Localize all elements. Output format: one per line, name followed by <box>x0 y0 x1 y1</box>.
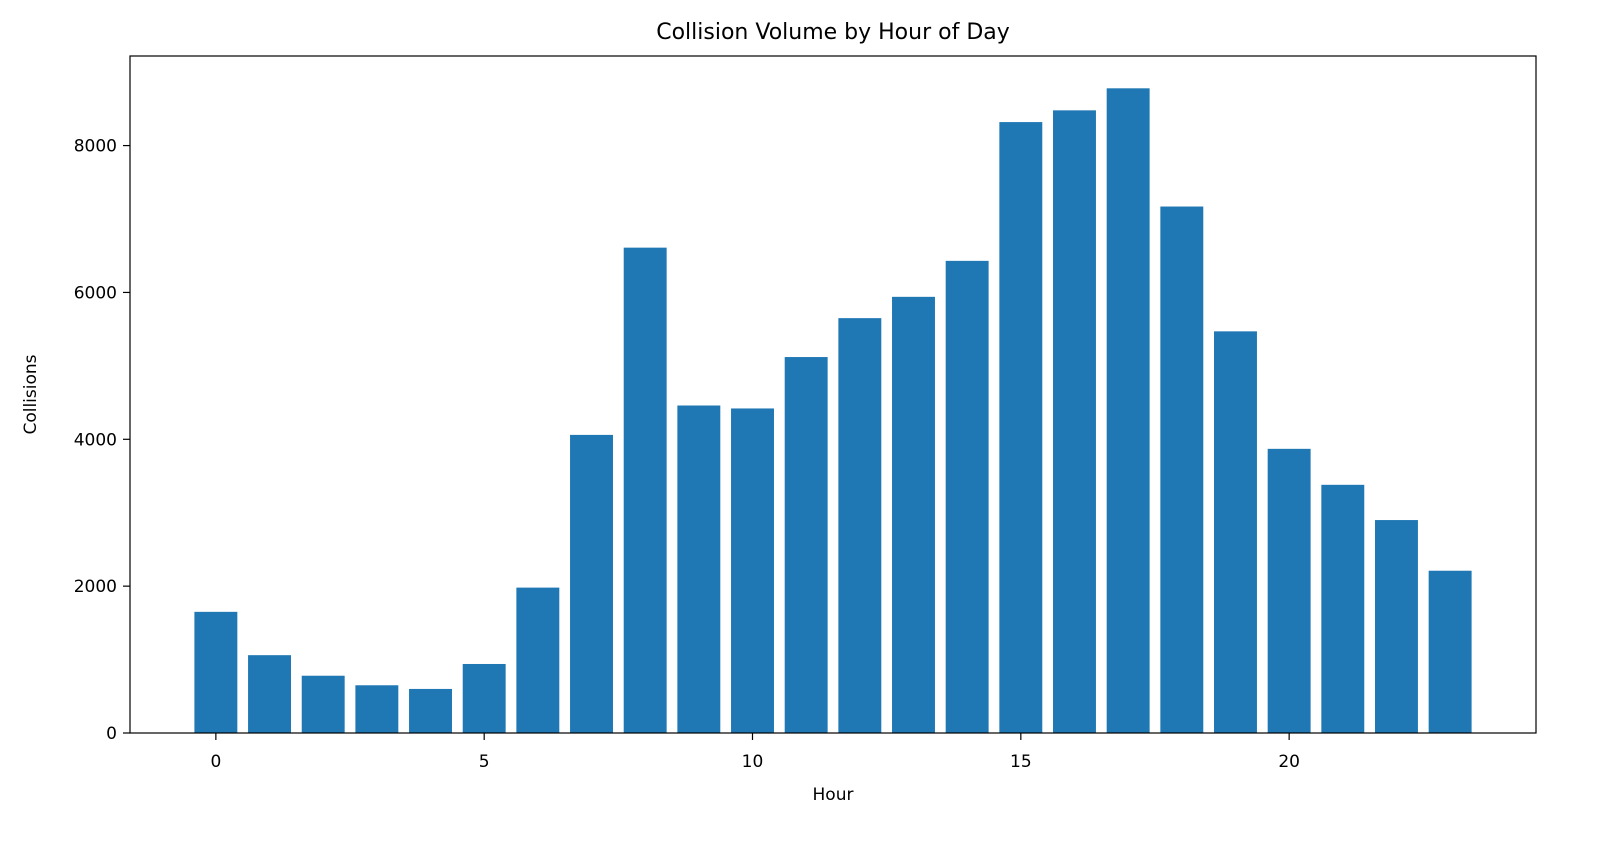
bar-hour-0 <box>194 611 238 733</box>
x-tick-label: 15 <box>1010 752 1032 772</box>
bar-hour-13 <box>892 296 935 733</box>
x-tick-label: 5 <box>479 752 490 772</box>
y-tick-label: 6000 <box>74 283 117 303</box>
bar-hour-6 <box>516 587 560 733</box>
chart-title: Collision Volume by Hour of Day <box>656 20 1010 45</box>
bar-hour-5 <box>462 663 506 733</box>
y-axis-label: Collisions <box>21 354 41 434</box>
x-tick-label: 0 <box>210 752 221 772</box>
x-ticks-layer: 0 5 10 15 20 <box>210 733 1300 772</box>
bar-hour-16 <box>1053 110 1096 734</box>
bar-hour-20 <box>1267 448 1311 733</box>
bar-hour-7 <box>570 434 613 733</box>
y-tick-label: 4000 <box>74 430 117 450</box>
x-axis-label: Hour <box>813 785 854 805</box>
y-tick-label: 2000 <box>74 577 117 597</box>
y-tick-label: 8000 <box>74 137 117 157</box>
bar-hour-11 <box>784 357 828 733</box>
bar-hour-3 <box>355 685 399 733</box>
bars-layer <box>194 88 1472 734</box>
bar-hour-1 <box>248 655 291 733</box>
bar-hour-21 <box>1321 484 1365 733</box>
bar-hour-18 <box>1160 206 1204 733</box>
x-tick-label: 20 <box>1278 752 1300 772</box>
y-ticks-layer: 0 2000 4000 6000 8000 <box>74 137 130 744</box>
bar-hour-14 <box>945 260 989 733</box>
bar-hour-23 <box>1428 570 1472 733</box>
y-tick-label: 0 <box>106 724 117 744</box>
bar-hour-10 <box>731 408 774 733</box>
bar-hour-17 <box>1106 88 1150 733</box>
bar-hour-8 <box>623 247 667 733</box>
bar-hour-4 <box>409 688 452 733</box>
bar-hour-2 <box>301 675 345 733</box>
bar-hour-22 <box>1375 520 1418 733</box>
x-tick-label: 10 <box>742 752 764 772</box>
bar-hour-9 <box>677 405 721 733</box>
bar-hour-12 <box>838 318 882 733</box>
plot-frame <box>129 55 1537 734</box>
bar-hour-15 <box>999 122 1043 733</box>
bar-hour-19 <box>1214 331 1257 733</box>
